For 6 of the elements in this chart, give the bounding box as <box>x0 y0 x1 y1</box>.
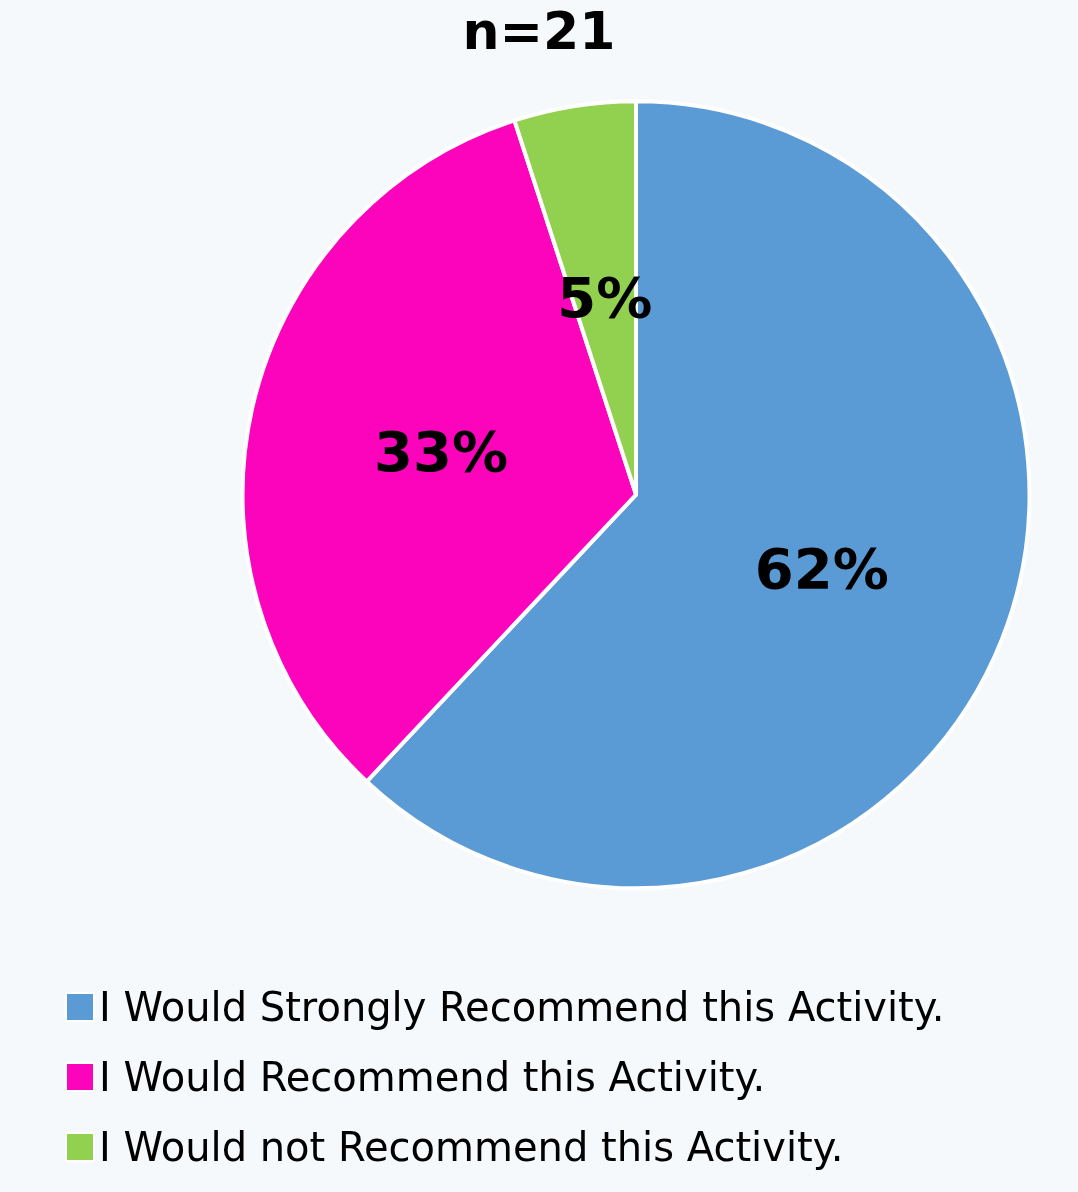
legend-label: I Would Recommend this Activity. <box>99 1054 766 1100</box>
legend-label: I Would not Recommend this Activity. <box>99 1124 844 1170</box>
legend-label: I Would Strongly Recommend this Activity. <box>99 984 945 1030</box>
data-label: 33% <box>374 418 509 484</box>
chart-title: n=21 <box>462 1 616 61</box>
data-label: 62% <box>754 535 889 601</box>
